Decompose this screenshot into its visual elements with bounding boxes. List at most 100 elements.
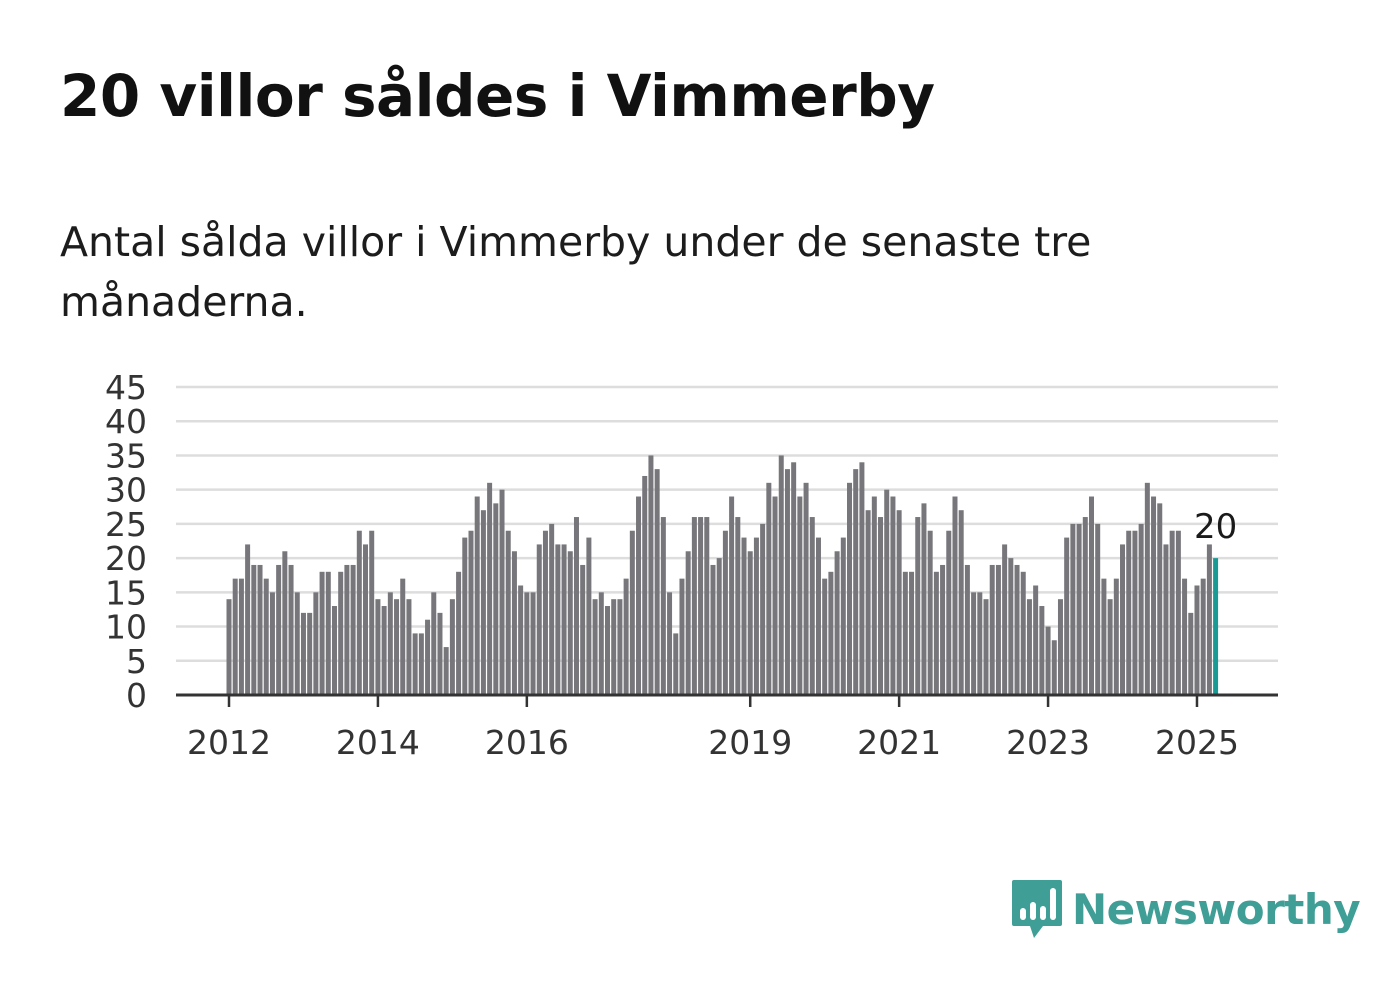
bar: [654, 469, 660, 695]
bar: [1002, 544, 1008, 695]
bar: [927, 530, 933, 695]
bar: [735, 517, 741, 695]
bar: [319, 571, 325, 695]
bar: [1206, 544, 1212, 695]
bar: [698, 517, 704, 695]
bar: [983, 599, 989, 695]
newsworthy-logo[interactable]: Newsworthy: [1010, 878, 1361, 940]
bar: [1026, 599, 1032, 695]
bar: [747, 551, 753, 695]
bar: [524, 592, 530, 695]
chart-subtitle: Antal sålda villor i Vimmerby under de s…: [60, 218, 1092, 326]
bar: [294, 592, 300, 695]
y-tick-label: 20: [105, 539, 147, 578]
bar: [611, 599, 617, 695]
bar: [567, 551, 573, 695]
bar: [704, 517, 710, 695]
bar: [1200, 578, 1206, 695]
bar: [964, 564, 970, 695]
bar: [474, 496, 480, 695]
bar: [381, 606, 387, 695]
bar: [822, 578, 828, 695]
bar: [921, 503, 927, 695]
bar: [915, 517, 921, 695]
bar: [480, 510, 486, 695]
bar: [468, 530, 474, 695]
bar: [865, 510, 871, 695]
bar: [605, 606, 611, 695]
bar: [679, 578, 685, 695]
x-tick-label: 2016: [485, 723, 569, 762]
bar: [859, 462, 865, 695]
bar: [772, 496, 778, 695]
bar: [238, 578, 244, 695]
bar: [896, 510, 902, 695]
bar: [834, 551, 840, 695]
bar: [263, 578, 269, 695]
bar: [716, 558, 722, 695]
y-tick-label: 25: [105, 505, 147, 544]
bar: [232, 578, 238, 695]
bar: [958, 510, 964, 695]
bar: [1014, 564, 1020, 695]
bar: [847, 482, 852, 695]
x-tick-label: 2025: [1155, 723, 1239, 762]
bar: [1188, 612, 1194, 695]
chart-title: 20 villor såldes i Vimmerby: [60, 62, 935, 130]
bar: [1020, 571, 1026, 695]
bar: [1008, 558, 1014, 695]
bar: [828, 571, 834, 695]
bar: [909, 571, 915, 695]
bar: [766, 482, 772, 695]
y-tick-label: 45: [105, 368, 147, 407]
bar: [276, 564, 282, 695]
bar: [356, 530, 362, 695]
bar: [245, 544, 251, 695]
bar: [753, 537, 759, 695]
bar: [977, 592, 983, 695]
bar: [660, 517, 666, 695]
bar: [648, 455, 654, 695]
bar: [853, 469, 859, 695]
bar: [636, 496, 642, 695]
bar: [729, 496, 735, 695]
bar: [412, 633, 418, 695]
y-tick-label: 5: [126, 642, 147, 681]
bar: [946, 530, 952, 695]
bar: [667, 592, 673, 695]
bar: [257, 564, 263, 695]
bar: [1057, 599, 1063, 695]
bar: [673, 633, 679, 695]
bar: [1132, 530, 1138, 695]
bar: [344, 564, 350, 695]
bar: [722, 530, 728, 695]
bar: [1138, 523, 1144, 695]
bar: [542, 530, 548, 695]
bar: [809, 517, 815, 695]
bar: [518, 585, 524, 695]
bar: [592, 599, 598, 695]
bar: [300, 612, 306, 695]
bar: [878, 517, 884, 695]
bar: [691, 517, 697, 695]
bar: [890, 496, 896, 695]
bar: [933, 571, 939, 695]
bar: [431, 592, 437, 695]
bar: [561, 544, 567, 695]
bar: [487, 482, 493, 695]
bar: [1033, 585, 1039, 695]
y-tick-label: 40: [105, 402, 147, 441]
bar: [400, 578, 406, 695]
bar: [1076, 523, 1082, 695]
y-tick-label: 15: [105, 573, 147, 612]
bar: [1107, 599, 1113, 695]
bar: [623, 578, 629, 695]
bar: [1070, 523, 1076, 695]
bar: [251, 564, 257, 695]
bar: [505, 530, 511, 695]
bar: [331, 606, 337, 695]
bar: [784, 469, 790, 695]
bar: [1039, 606, 1045, 695]
bar: [1064, 537, 1070, 695]
bar: [1113, 578, 1119, 695]
